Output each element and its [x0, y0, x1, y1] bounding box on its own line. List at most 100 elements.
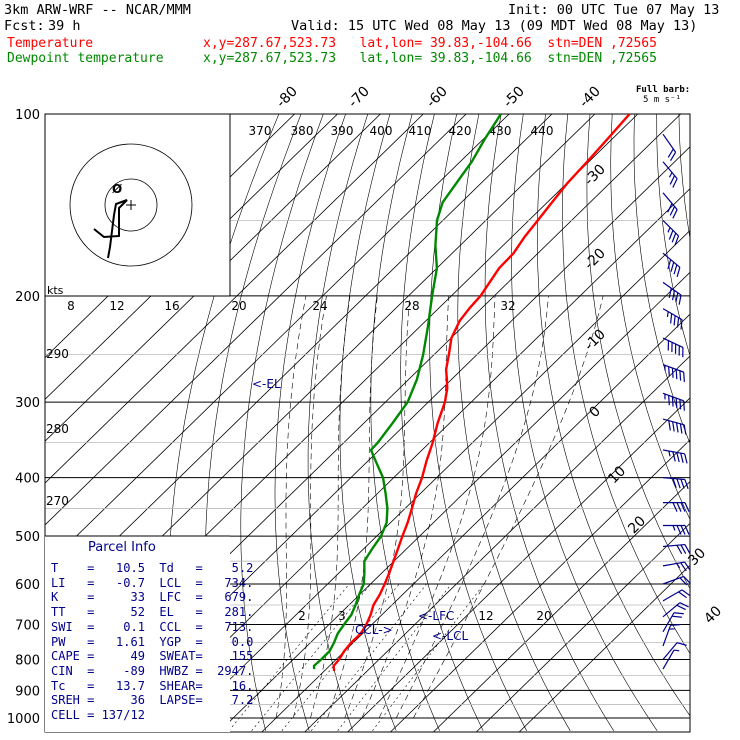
temperature-location: x,y=287.67,523.73 lat,lon= 39.83,-104.66…: [203, 36, 657, 51]
pressure-label: 400: [15, 472, 40, 487]
wind-barb: [662, 308, 683, 330]
hodograph-trace: [93, 199, 128, 259]
wind-barb-flag: [671, 396, 674, 407]
wind-barb-flag: [669, 175, 676, 185]
theta-label: 440: [531, 124, 554, 138]
temperature-tick-label: 40: [701, 603, 725, 627]
dry-adiabat: [536, 114, 690, 717]
wind-barb-flag: [680, 544, 687, 554]
theta-label: 430: [489, 124, 512, 138]
pressure-label: 500: [15, 530, 40, 545]
dry-adiabat: [339, 114, 397, 731]
wind-barb-flag: [679, 370, 682, 381]
wind-barb: [662, 589, 691, 602]
parcel-info-row: SREH = 36 LAPSE= 7.2: [51, 693, 254, 708]
wind-barb-flag: [679, 423, 683, 434]
parcel-info-row: CELL = 137/12: [51, 708, 145, 722]
temperature-tick-label: -20: [581, 245, 608, 272]
wind-barb-flag: [668, 230, 674, 240]
wind-barb-flag: [675, 369, 678, 380]
wind-barb-flag: [678, 345, 680, 356]
model-title: 3km ARW-WRF -- NCAR/MMM: [4, 2, 191, 18]
pressure-label: 100: [15, 108, 40, 123]
isotherm: [45, 114, 510, 568]
isotherm: [45, 114, 424, 484]
wind-barb: [662, 192, 678, 219]
pressure-label: 800: [15, 653, 40, 668]
wind-barb: [662, 133, 677, 161]
wind-barb: [663, 502, 690, 512]
wind-barb: [662, 161, 678, 188]
wind-barb-flag: [672, 209, 678, 219]
temperature-legend: Temperature: [7, 36, 94, 51]
wind-barb-flag: [683, 424, 687, 435]
dry-adiabat: [586, 114, 690, 590]
wind-barb-flag: [676, 563, 681, 569]
isotherm: [45, 114, 381, 442]
wind-barb-flag: [680, 502, 686, 512]
wind-barb: [662, 612, 684, 633]
moist-adiabat: [310, 295, 351, 719]
pressure-label: 600: [15, 578, 40, 593]
hodograph-frame: [44, 113, 231, 297]
hodograph-mark: Ø: [112, 182, 122, 196]
temperature-tick-label: 10: [605, 463, 629, 487]
temperature-tick-label: 0: [586, 403, 604, 421]
hodograph-ring: [69, 143, 193, 267]
dewpoint-legend: Dewpoint temperature: [7, 51, 164, 66]
wind-barb: [662, 364, 685, 382]
wind-barb-flag: [675, 422, 679, 433]
temperature-tick-label: -50: [500, 83, 527, 110]
wind-barb-flag: [671, 290, 676, 301]
wind-barb-flag: [672, 478, 677, 488]
parcel-marker-label: <-LFC: [418, 609, 454, 623]
wind-barb-flag: [672, 525, 676, 531]
wind-barb: [662, 477, 689, 490]
wind-barb-flag: [670, 262, 675, 272]
wind-barb-flag: [680, 478, 685, 489]
isotherm: [390, 439, 690, 732]
hodograph-ring-label: 8: [67, 299, 75, 313]
parcel-info-row: TT = 52 EL = 281.: [51, 605, 254, 620]
wind-barbs: [662, 133, 691, 670]
theta-label: 390: [331, 124, 354, 138]
wind-barb-flag: [682, 347, 684, 358]
wind-barb-flag: [681, 589, 691, 597]
wind-barb-flag: [679, 399, 682, 410]
parcel-markers: <-EL <-LFC <-LCL CCL->: [252, 377, 468, 643]
wind-barb: [662, 252, 681, 277]
wind-barb-flag: [683, 576, 691, 584]
mixing-ratio-line: [337, 583, 452, 731]
dry-adiabat: [370, 114, 440, 731]
theta-side-label: 280: [46, 422, 69, 436]
wind-barb-flag: [671, 342, 673, 353]
dry-adiabat: [633, 114, 690, 445]
forecast-hour: 39 h: [48, 18, 81, 34]
wind-barb-flag: [676, 478, 681, 489]
wind-barb-flag: [683, 400, 685, 411]
dry-adiabat: [484, 114, 614, 731]
wind-barb-flag: [676, 502, 682, 512]
dry-adiabat: [511, 114, 658, 731]
hodograph-ring-label: 16: [164, 299, 179, 313]
wind-barb-flag: [667, 227, 671, 233]
pressure-label: 300: [15, 396, 40, 411]
forecast-label: Fcst:: [4, 18, 45, 34]
wind-barb-flag: [672, 421, 675, 432]
dry-adiabat: [562, 114, 690, 655]
init-time: Init: 00 UTC Tue 07 May 13: [508, 2, 720, 18]
mixing-ratio-line: [372, 583, 485, 731]
wind-barb-flag: [675, 398, 678, 408]
wind-barb-flag: [676, 544, 683, 555]
parcel-info-row: Tc = 13.7 SHEAR= 16.: [51, 678, 254, 693]
theta-label: 400: [370, 124, 393, 138]
wind-barb-flag: [684, 544, 691, 554]
wind-barb-flag: [670, 313, 673, 324]
wind-barb-flag: [672, 178, 678, 188]
valid-time: Valid: 15 UTC Wed 08 May 13 (09 MDT Wed …: [291, 18, 698, 34]
dry-adiabat: [723, 114, 740, 731]
pressure-label: 900: [15, 684, 40, 699]
isotherm: [45, 114, 467, 526]
wind-barb-staff: [662, 133, 677, 153]
wind-barb-flag: [676, 604, 686, 611]
